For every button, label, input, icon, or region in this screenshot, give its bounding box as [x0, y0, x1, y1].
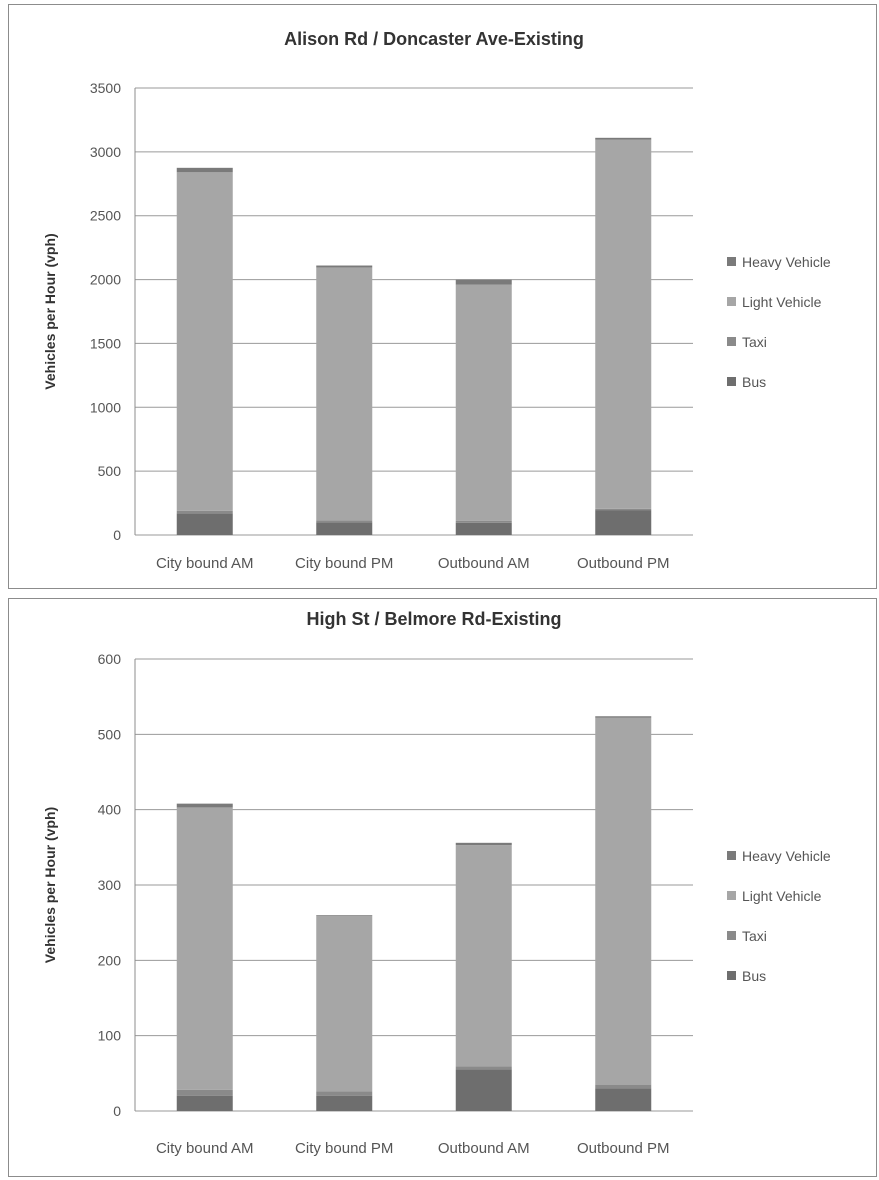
- bar-segment-taxi: [176, 1089, 233, 1096]
- bar-segment-bus: [176, 1095, 233, 1111]
- legend-swatch-light-vehicle: [727, 891, 736, 900]
- y-tick-label: 100: [98, 1028, 122, 1044]
- bar-segment-bus: [595, 510, 652, 535]
- bar-segment-taxi: [595, 508, 652, 511]
- y-tick-label: 500: [98, 726, 122, 742]
- x-category-label: City bound PM: [295, 1140, 393, 1157]
- legend-label: Light Vehicle: [742, 294, 822, 310]
- stacked-bar-chart-high-st: High St / Belmore Rd-Existing 0 100 200 300 4…: [42, 609, 831, 1157]
- x-category-label: Outbound PM: [577, 1140, 670, 1157]
- y-tick-label: 600: [98, 651, 122, 667]
- legend-swatch-taxi: [727, 337, 736, 346]
- bar-segment-heavy-vehicle: [316, 915, 373, 916]
- y-tick-label: 1500: [90, 335, 121, 351]
- x-category-label: Outbound AM: [438, 555, 530, 572]
- legend-label: Taxi: [742, 334, 767, 350]
- chart-panel-bottom: High St / Belmore Rd-Existing 0 100 200 300 4…: [8, 598, 877, 1177]
- legend-swatch-light-vehicle: [727, 297, 736, 306]
- bar-segment-light-vehicle: [316, 267, 373, 521]
- y-axis-label: Vehicles per Hour (vph): [42, 233, 58, 389]
- legend-label: Heavy Vehicle: [742, 254, 831, 270]
- chart-title: High St / Belmore Rd-Existing: [306, 609, 561, 629]
- y-tick-label: 500: [98, 463, 122, 479]
- y-tick-label: 400: [98, 802, 122, 818]
- bar-segment-bus: [455, 522, 512, 535]
- x-category-label: City bound AM: [156, 1140, 254, 1157]
- bar-segment-heavy-vehicle: [176, 803, 233, 808]
- legend-label: Bus: [742, 374, 766, 390]
- y-tick-label: 1000: [90, 399, 121, 415]
- bar-segment-taxi: [455, 520, 512, 523]
- legend-label: Heavy Vehicle: [742, 848, 831, 864]
- bar-segment-light-vehicle: [455, 284, 512, 521]
- bar-segment-light-vehicle: [595, 717, 652, 1085]
- bar-segment-heavy-vehicle: [316, 265, 373, 268]
- legend-label: Light Vehicle: [742, 888, 822, 904]
- bar-segment-bus: [455, 1069, 512, 1111]
- legend-swatch-bus: [727, 971, 736, 980]
- bar-segment-heavy-vehicle: [595, 137, 652, 140]
- y-tick-label: 0: [113, 1103, 121, 1119]
- chart-title: Alison Rd / Doncaster Ave-Existing: [284, 29, 584, 49]
- legend-swatch-bus: [727, 377, 736, 386]
- x-category-label: City bound AM: [156, 555, 254, 572]
- bar-segment-taxi: [316, 520, 373, 523]
- y-axis-label: Vehicles per Hour (vph): [42, 807, 58, 963]
- x-category-label: City bound PM: [295, 555, 393, 572]
- bar-segment-light-vehicle: [455, 845, 512, 1067]
- y-tick-label: 300: [98, 877, 122, 893]
- bar-segment-taxi: [595, 1084, 652, 1089]
- y-tick-label: 2500: [90, 208, 121, 224]
- bar-segment-heavy-vehicle: [455, 842, 512, 846]
- stacked-bar-chart-alison-rd: Alison Rd / Doncaster Ave-Existing 0 500 10…: [42, 29, 831, 572]
- x-category-label: Outbound AM: [438, 1140, 530, 1157]
- legend-swatch-taxi: [727, 931, 736, 940]
- bar-segment-bus: [316, 1095, 373, 1111]
- bar-segment-heavy-vehicle: [455, 279, 512, 285]
- y-tick-label: 200: [98, 952, 122, 968]
- y-tick-label: 3000: [90, 144, 121, 160]
- bar-segment-taxi: [455, 1066, 512, 1070]
- bar-segment-light-vehicle: [595, 139, 652, 509]
- y-tick-label: 3500: [90, 80, 121, 96]
- legend-swatch-heavy-vehicle: [727, 851, 736, 860]
- bar-segment-heavy-vehicle: [595, 716, 652, 718]
- bar-segment-taxi: [316, 1091, 373, 1096]
- bar-segment-light-vehicle: [316, 915, 373, 1092]
- bar-segment-bus: [316, 522, 373, 535]
- bar-segment-bus: [176, 513, 233, 535]
- x-category-label: Outbound PM: [577, 555, 670, 572]
- legend-label: Bus: [742, 968, 766, 984]
- bar-segment-light-vehicle: [176, 807, 233, 1090]
- bar-segment-taxi: [176, 510, 233, 514]
- bar-segment-heavy-vehicle: [176, 167, 233, 173]
- legend-swatch-heavy-vehicle: [727, 257, 736, 266]
- y-tick-label: 2000: [90, 272, 121, 288]
- chart-panel-top: Alison Rd / Doncaster Ave-Existing 0 500 10…: [8, 4, 877, 589]
- bar-segment-light-vehicle: [176, 172, 233, 511]
- bar-segment-bus: [595, 1088, 652, 1111]
- y-tick-label: 0: [113, 527, 121, 543]
- legend-label: Taxi: [742, 928, 767, 944]
